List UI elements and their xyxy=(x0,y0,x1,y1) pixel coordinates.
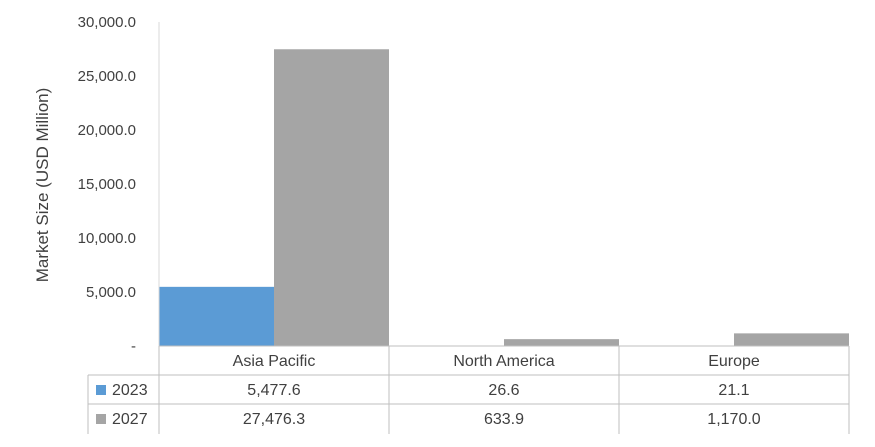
data-label: 633.9 xyxy=(484,411,524,428)
category-label: Europe xyxy=(708,353,760,370)
y-tick-label: 10,000.0 xyxy=(78,230,136,247)
legend-swatch xyxy=(96,385,106,395)
y-tick-label: - xyxy=(131,338,136,355)
y-axis-label: Market Size (USD Million) xyxy=(33,88,52,283)
y-tick-label: 15,000.0 xyxy=(78,176,136,193)
data-table: Asia Pacific North America Europe 2023 5,477… xyxy=(87,345,850,434)
legend-label: 2023 xyxy=(112,382,148,399)
bars xyxy=(159,49,849,347)
category-label: Asia Pacific xyxy=(233,353,316,370)
data-label: 21.1 xyxy=(718,382,749,399)
y-tick-label: 25,000.0 xyxy=(78,68,136,85)
data-label: 1,170.0 xyxy=(707,411,760,428)
legend-label: 2027 xyxy=(112,411,148,428)
bar-2023 xyxy=(159,286,274,346)
data-label: 27,476.3 xyxy=(243,411,305,428)
data-label: 5,477.6 xyxy=(247,382,300,399)
y-tick-label: 30,000.0 xyxy=(78,14,136,31)
bar-2027 xyxy=(734,333,849,346)
bar-2027 xyxy=(504,339,619,346)
data-label: 26.6 xyxy=(488,382,519,399)
y-tick-label: 20,000.0 xyxy=(78,122,136,139)
bar-2027 xyxy=(274,49,389,347)
legend-swatch xyxy=(96,414,106,424)
category-label: North America xyxy=(453,353,554,370)
y-axis-ticks: - 5,000.0 10,000.0 15,000.0 20,000.0 25,000.0… xyxy=(78,14,136,355)
y-tick-label: 5,000.0 xyxy=(86,284,136,301)
